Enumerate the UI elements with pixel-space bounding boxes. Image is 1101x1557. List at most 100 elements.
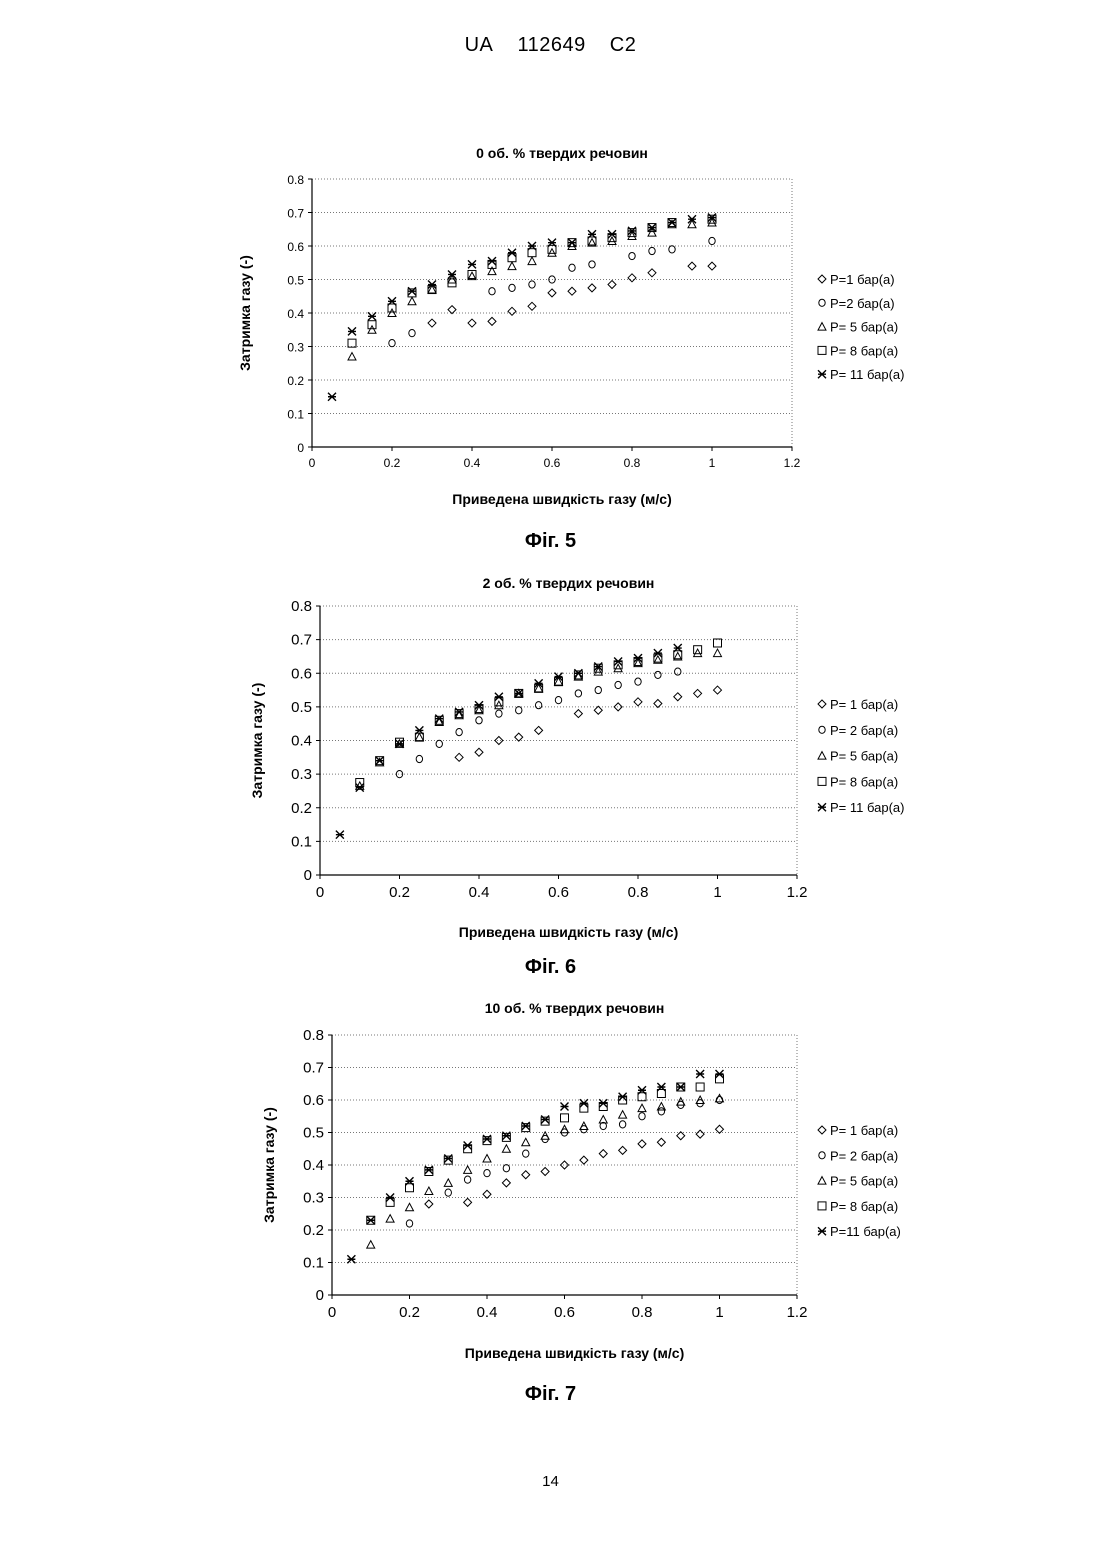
data-point bbox=[575, 690, 581, 697]
y-tick-label: 0 bbox=[297, 441, 304, 455]
kind-code: C2 bbox=[610, 34, 637, 56]
y-tick-label: 0.2 bbox=[287, 374, 304, 388]
x-tick-label: 0.4 bbox=[469, 884, 490, 901]
legend-marker bbox=[818, 346, 826, 354]
data-point bbox=[535, 702, 541, 709]
data-point bbox=[555, 678, 563, 686]
data-point bbox=[455, 711, 463, 719]
data-point bbox=[483, 1137, 491, 1145]
data-point bbox=[568, 287, 576, 295]
data-point bbox=[415, 733, 423, 741]
data-point bbox=[464, 1166, 472, 1174]
y-axis-label: Затримка газу (-) bbox=[261, 1107, 277, 1223]
data-point bbox=[580, 1099, 588, 1107]
chart-title: 10 об. % твердих речовин bbox=[485, 1000, 665, 1016]
data-point bbox=[408, 289, 416, 297]
chart-title: 2 об. % твердих речовин bbox=[483, 575, 655, 591]
data-point bbox=[535, 679, 543, 687]
series-triangle bbox=[356, 649, 722, 789]
data-point bbox=[608, 234, 616, 242]
data-point bbox=[464, 1145, 472, 1153]
data-point bbox=[368, 326, 376, 334]
data-point bbox=[655, 671, 661, 678]
legend-label: P= 1 бар(а) bbox=[830, 697, 898, 712]
data-point bbox=[386, 1198, 394, 1206]
data-point bbox=[555, 697, 561, 704]
y-tick-label: 0.4 bbox=[287, 307, 304, 321]
data-point bbox=[694, 646, 702, 654]
y-tick-label: 0 bbox=[316, 1287, 324, 1304]
data-point bbox=[448, 276, 456, 284]
data-point bbox=[495, 701, 503, 709]
data-point bbox=[409, 330, 415, 337]
data-point bbox=[528, 257, 536, 265]
data-point bbox=[367, 1216, 375, 1224]
data-point bbox=[561, 1103, 569, 1111]
figure-caption-5: Фіг. 5 bbox=[0, 530, 1101, 553]
data-point bbox=[628, 229, 636, 237]
data-point bbox=[635, 678, 641, 685]
data-point bbox=[619, 1146, 627, 1154]
series-triangle bbox=[348, 219, 716, 360]
data-point bbox=[599, 1099, 607, 1107]
data-point bbox=[444, 1155, 452, 1163]
data-point bbox=[677, 1132, 685, 1140]
data-point bbox=[594, 706, 602, 714]
series-asterisk bbox=[328, 214, 716, 401]
data-point bbox=[657, 1103, 665, 1111]
legend-marker bbox=[818, 752, 826, 760]
legend-label: P= 5 бар(а) bbox=[830, 1174, 898, 1189]
y-tick-label: 0.3 bbox=[303, 1190, 324, 1207]
data-point bbox=[535, 726, 543, 734]
x-tick-label: 0 bbox=[309, 456, 316, 470]
data-point bbox=[548, 245, 556, 253]
data-point bbox=[476, 717, 482, 724]
data-point bbox=[502, 1132, 510, 1140]
data-point bbox=[328, 393, 336, 401]
data-point bbox=[408, 287, 416, 295]
data-point bbox=[356, 779, 364, 787]
data-point bbox=[638, 1140, 646, 1148]
data-point bbox=[406, 1184, 414, 1192]
data-point bbox=[475, 706, 483, 714]
data-point bbox=[588, 230, 596, 238]
data-point bbox=[336, 831, 344, 839]
data-point bbox=[561, 1161, 569, 1169]
data-point bbox=[386, 1215, 394, 1223]
data-point bbox=[502, 1133, 510, 1141]
data-point bbox=[356, 784, 364, 792]
x-tick-label: 0 bbox=[316, 884, 324, 901]
data-point bbox=[714, 686, 722, 694]
data-point bbox=[696, 1130, 704, 1138]
y-tick-label: 0.8 bbox=[287, 173, 304, 187]
x-tick-label: 0 bbox=[328, 1304, 336, 1321]
data-point bbox=[634, 654, 642, 662]
data-point bbox=[688, 262, 696, 270]
data-point bbox=[634, 698, 642, 706]
data-point bbox=[639, 1113, 645, 1120]
y-tick-label: 0.1 bbox=[287, 408, 304, 422]
data-point bbox=[396, 740, 404, 748]
data-point bbox=[696, 1083, 704, 1091]
data-point bbox=[415, 733, 423, 741]
y-tick-label: 0.1 bbox=[303, 1255, 324, 1272]
y-tick-label: 0.2 bbox=[303, 1222, 324, 1239]
data-point bbox=[396, 771, 402, 778]
chart-fig-6: 2 об. % твердих речовин00.10.20.30.40.50… bbox=[0, 0, 1101, 1557]
data-point bbox=[435, 715, 443, 723]
series-diamond bbox=[455, 686, 721, 761]
data-point bbox=[588, 284, 596, 292]
data-point bbox=[589, 261, 595, 268]
legend-label: P= 5 бар(а) bbox=[830, 749, 898, 764]
legend-marker bbox=[818, 777, 826, 785]
data-point bbox=[464, 1198, 472, 1206]
data-point bbox=[638, 1086, 646, 1094]
y-tick-label: 0.7 bbox=[303, 1060, 324, 1077]
data-point bbox=[674, 651, 682, 659]
patent-number: 112649 bbox=[517, 34, 585, 56]
legend-marker bbox=[819, 299, 825, 306]
series-circle bbox=[389, 237, 715, 346]
data-point bbox=[508, 254, 516, 262]
x-tick-label: 1.2 bbox=[784, 456, 801, 470]
data-point bbox=[688, 220, 696, 228]
